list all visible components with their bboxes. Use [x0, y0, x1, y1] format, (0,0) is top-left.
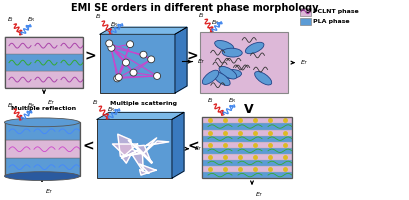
Polygon shape: [121, 153, 143, 171]
Circle shape: [114, 75, 121, 82]
Text: <: <: [82, 140, 94, 154]
Bar: [300, 8, 311, 16]
Circle shape: [122, 59, 130, 66]
Polygon shape: [100, 27, 187, 34]
Text: $E_T$: $E_T$: [47, 98, 56, 107]
Bar: [202, 130, 292, 136]
Circle shape: [154, 73, 161, 79]
Text: $E_T$: $E_T$: [45, 187, 54, 196]
Bar: [5, 54, 83, 71]
Text: $E_R$: $E_R$: [27, 101, 36, 110]
Ellipse shape: [4, 172, 79, 181]
Text: $E_I$: $E_I$: [7, 16, 14, 24]
Bar: [97, 119, 172, 178]
Bar: [5, 37, 83, 54]
Text: $E_T$: $E_T$: [197, 57, 206, 66]
Bar: [202, 123, 292, 130]
Polygon shape: [142, 138, 169, 155]
Ellipse shape: [222, 48, 242, 57]
Polygon shape: [128, 140, 152, 163]
Ellipse shape: [202, 70, 219, 84]
Text: $E_R$: $E_R$: [228, 96, 236, 105]
Bar: [202, 148, 292, 154]
Ellipse shape: [213, 72, 230, 86]
Text: $E_I$: $E_I$: [207, 96, 214, 105]
Ellipse shape: [4, 118, 79, 127]
Polygon shape: [118, 134, 141, 156]
Ellipse shape: [219, 66, 237, 79]
Bar: [5, 37, 83, 88]
Text: $E_T$: $E_T$: [300, 58, 309, 67]
Text: PCLNT phase: PCLNT phase: [313, 9, 359, 14]
Bar: [5, 158, 80, 176]
Bar: [202, 160, 292, 166]
Text: PLA phase: PLA phase: [313, 19, 350, 24]
Text: $E_T$: $E_T$: [194, 144, 203, 153]
Circle shape: [127, 41, 134, 48]
Text: $E_R$: $E_R$: [107, 106, 116, 114]
Polygon shape: [172, 112, 184, 178]
Text: V: V: [244, 103, 254, 116]
Text: $E_I$: $E_I$: [95, 13, 102, 21]
Ellipse shape: [245, 42, 264, 54]
Text: $E_R$: $E_R$: [27, 16, 36, 24]
Ellipse shape: [222, 70, 241, 78]
Bar: [202, 136, 292, 142]
Bar: [200, 32, 288, 93]
Text: >: >: [186, 50, 198, 64]
Bar: [5, 122, 80, 176]
Ellipse shape: [255, 72, 272, 85]
Text: Multiple reflection: Multiple reflection: [11, 106, 76, 111]
Ellipse shape: [215, 40, 234, 51]
Circle shape: [140, 51, 147, 58]
Polygon shape: [139, 164, 156, 175]
Circle shape: [130, 69, 137, 76]
Bar: [300, 18, 311, 25]
Text: Multiple scattering: Multiple scattering: [110, 101, 177, 106]
Text: $E_I$: $E_I$: [7, 101, 14, 110]
Text: >: >: [84, 50, 96, 64]
Polygon shape: [175, 27, 187, 93]
Text: $E_T$: $E_T$: [255, 190, 264, 199]
Circle shape: [115, 74, 122, 81]
Bar: [202, 117, 292, 123]
Bar: [202, 142, 292, 148]
Polygon shape: [97, 112, 184, 119]
Text: EMI SE orders in different phase morphology: EMI SE orders in different phase morphol…: [71, 3, 319, 13]
Text: <: <: [187, 140, 199, 154]
Bar: [202, 172, 292, 178]
Bar: [202, 117, 292, 178]
Bar: [100, 34, 175, 93]
Bar: [202, 166, 292, 172]
Bar: [5, 122, 80, 140]
Text: $E_R$: $E_R$: [211, 18, 220, 27]
Text: $E_R$: $E_R$: [110, 20, 119, 29]
Bar: [5, 140, 80, 158]
Polygon shape: [112, 144, 139, 158]
Text: $E_I$: $E_I$: [92, 98, 99, 107]
Text: $E_I$: $E_I$: [198, 11, 205, 20]
Circle shape: [108, 44, 115, 51]
Circle shape: [106, 40, 113, 47]
Bar: [202, 154, 292, 160]
Bar: [5, 71, 83, 88]
Circle shape: [148, 56, 155, 63]
